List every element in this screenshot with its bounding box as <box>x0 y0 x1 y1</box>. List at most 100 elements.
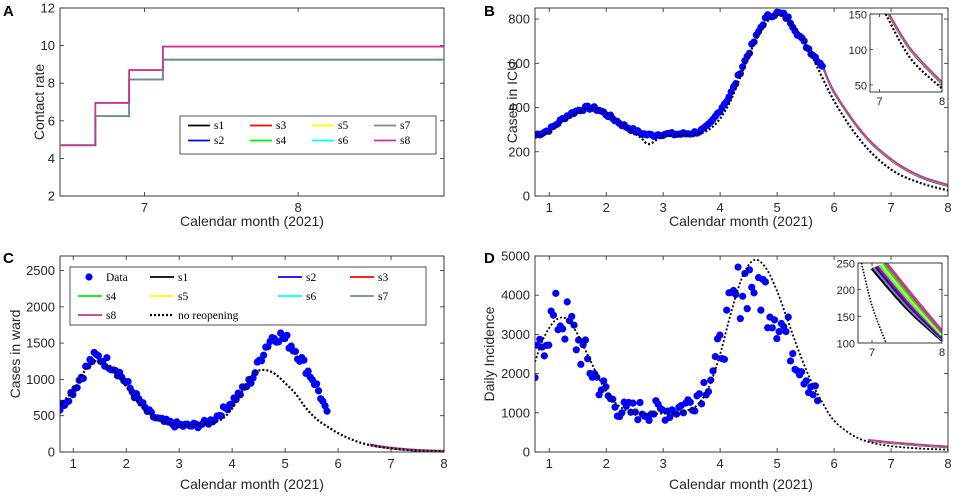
panel-c-legend-label-s7: s7 <box>378 291 388 303</box>
panel-c-xtick-label: 5 <box>281 456 288 471</box>
panel-c-legend-label-Data: Data <box>106 272 128 284</box>
panel-d-data-point <box>757 306 765 314</box>
panel-d-data-point <box>743 305 751 313</box>
panel-d-ytick-label: 0 <box>523 445 530 460</box>
panel-d-inset-line-s8 <box>884 263 942 333</box>
panel-c-data-point <box>323 407 331 415</box>
panel-c-data-point <box>79 374 87 382</box>
panel-c-legend-label-s1: s1 <box>178 272 188 284</box>
panel-d-data-point <box>629 399 637 407</box>
panel-d-xtick-label: 8 <box>944 456 951 471</box>
panel-c-data-point <box>103 354 111 362</box>
panel-d-data-point <box>789 349 797 358</box>
panel-d-data-point <box>570 321 578 329</box>
panel-b-xtick-label: 3 <box>660 200 667 215</box>
panel-c-xlabel: Calendar month (2021) <box>180 476 324 492</box>
panel-b-inset-bg <box>870 14 942 92</box>
panel-c-ytick-label: 2000 <box>26 299 55 314</box>
panel-d-data-point <box>782 327 790 336</box>
panel-d-data-point <box>786 357 795 365</box>
panel-d-data-point <box>602 383 610 391</box>
panel-b-xtick-label: 6 <box>830 200 837 215</box>
panel-b-inset-line-s8 <box>888 14 942 83</box>
panel-b-ytick-label: 0 <box>523 189 530 204</box>
panel-d-xtick-label: 5 <box>773 456 780 471</box>
panel-d-data-point <box>618 409 626 417</box>
panel-c-data-point <box>313 380 321 388</box>
panel-a-legend-label-s2: s2 <box>214 135 224 147</box>
panel-d-data-point <box>581 336 590 344</box>
panel-c-data-point <box>69 390 77 399</box>
panel-a-xtick-label: 7 <box>141 200 148 215</box>
panel-a-xlabel: Calendar month (2021) <box>180 213 324 229</box>
panel-a-legend-label-s8: s8 <box>400 135 410 147</box>
panel-d-inset-xtick-label: 8 <box>939 347 945 359</box>
panel-c-legend-swatch-data <box>85 273 93 281</box>
panel-d-data-point <box>753 248 760 255</box>
panel-d: D 1 2 3 4 5 6 7 8 0 1000 2000 3000 4000 5000 Calendar… <box>481 248 952 493</box>
panel-c-legend-label-s2: s2 <box>306 272 316 284</box>
panel-c-ytick-label: 1000 <box>26 372 55 387</box>
panel-b-ytick-label: 600 <box>508 56 530 71</box>
panel-a-line-s8 <box>60 45 444 147</box>
panel-d-data-point <box>734 263 742 271</box>
panel-d-xtick-label: 1 <box>546 456 553 471</box>
panel-c-ytick-label: 2500 <box>26 263 55 278</box>
panel-a-ytick-label: 6 <box>48 113 55 128</box>
panel-d-data-point <box>540 352 548 360</box>
panel-c-xtick-label: 3 <box>176 456 183 471</box>
panel-b-inset-frame <box>869 13 943 93</box>
panel-a-legend-label-s1: s1 <box>214 120 224 132</box>
panel-d-data-point <box>761 278 770 286</box>
panel-c: C 1 2 3 4 5 6 7 8 0 500 1000 1500 2000 2500 Calendar … <box>3 250 448 492</box>
panel-c-ytick-label: 1500 <box>26 336 55 351</box>
panel-d-data-point <box>775 328 783 336</box>
panel-c-legend-label-s3: s3 <box>378 272 388 284</box>
panel-c-data-point <box>94 352 102 360</box>
panel-label-c: C <box>3 250 14 267</box>
panel-d-data-point <box>698 400 706 408</box>
panel-d-data-point <box>773 334 781 343</box>
panel-b-frame <box>534 7 949 197</box>
panel-c-xtick-label: 1 <box>70 456 77 471</box>
panel-d-data-point <box>584 355 592 363</box>
panel-d-data-point <box>736 314 744 323</box>
panel-b-inset-xtick-label: 8 <box>939 96 945 108</box>
panel-b-ytick-label: 800 <box>508 12 530 27</box>
panel-d-inset-ytick-label: 100 <box>837 339 855 351</box>
panel-a-legend-label-s4: s4 <box>276 135 286 147</box>
panel-d-data-point <box>577 360 585 368</box>
panel-d-xtick-label: 7 <box>887 456 894 471</box>
panel-d-inset-ytick-label: 150 <box>837 312 855 324</box>
panel-c-data-point <box>124 378 132 386</box>
panel-a-legend-label-s7: s7 <box>400 120 410 132</box>
panel-d-data-point <box>720 355 729 363</box>
panel-c-data-point <box>321 402 329 410</box>
panel-d-data-point <box>563 298 571 306</box>
panel-d-data-point <box>561 335 569 343</box>
panel-b-ytick-label: 400 <box>508 100 530 115</box>
panel-c-xtick-label: 4 <box>229 456 236 471</box>
panel-c-data-point <box>260 351 268 359</box>
panel-c-legend: Data s1 s2 s3 s4 s5 s6 s7 s8 no reopening <box>69 266 427 326</box>
panel-d-line-no-reopening <box>535 258 948 451</box>
panel-d-data-point <box>572 346 580 354</box>
panel-d-ytick-label: 1000 <box>501 405 530 420</box>
panel-d-ytick-label: 5000 <box>501 249 530 264</box>
panel-b: B 1 2 3 4 5 6 7 8 0 200 400 600 800 Calendar month (… <box>484 3 952 229</box>
panel-b-inset-ytick-label: 150 <box>849 10 867 22</box>
panel-b-inset-ytick-label: 100 <box>849 45 867 57</box>
panel-d-data-point <box>672 410 681 418</box>
panel-c-data-point <box>314 387 323 395</box>
panel-d-frame <box>534 255 949 453</box>
panel-c-frame <box>59 255 445 453</box>
panel-b-inset-line-no-reopening <box>884 14 942 90</box>
panel-a-ylabel: Contact rate <box>31 64 47 140</box>
panel-a-legend-label-s6: s6 <box>338 135 348 147</box>
panel-d-data-point <box>645 416 653 425</box>
panel-label-b: B <box>484 3 495 20</box>
panel-b-xtick-label: 5 <box>773 200 780 215</box>
panel-d-data-point <box>634 416 642 424</box>
panel-c-data-point <box>65 397 73 405</box>
